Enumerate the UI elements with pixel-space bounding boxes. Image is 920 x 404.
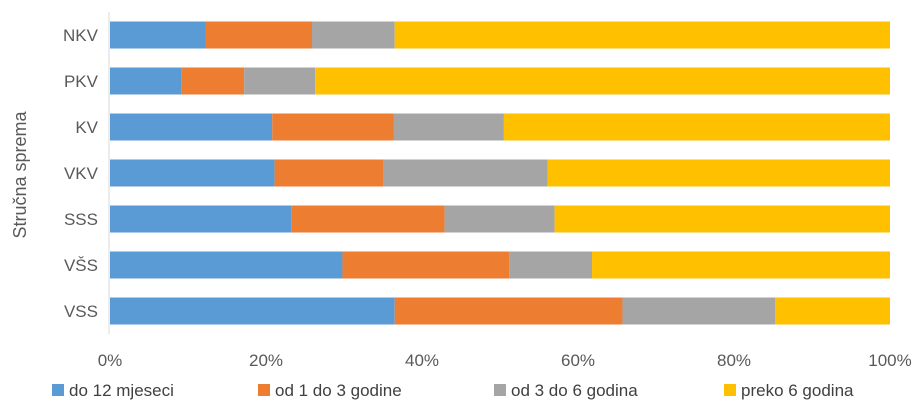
- bar-nkv-series-3: [312, 21, 395, 49]
- y-axis-title: Stručna sprema: [10, 110, 30, 238]
- legend-swatch: [258, 384, 270, 396]
- legend-swatch: [724, 384, 736, 396]
- category-label: PKV: [64, 72, 99, 91]
- bar-všs-series-2: [342, 251, 510, 279]
- bar-vkv-series-2: [274, 159, 384, 187]
- bars-layer: [110, 21, 890, 325]
- bar-nkv-series-2: [205, 21, 313, 49]
- bar-vss-series-4: [775, 297, 890, 325]
- x-tick-label: 20%: [249, 351, 283, 370]
- x-tick-label: 40%: [405, 351, 439, 370]
- x-tick-label: 100%: [868, 351, 911, 370]
- bar-pkv-series-2: [181, 67, 245, 95]
- bar-všs-series-4: [592, 251, 890, 279]
- bar-všs-series-3: [509, 251, 593, 279]
- category-label: VSS: [64, 302, 98, 321]
- bar-kv-series-1: [110, 113, 273, 141]
- bar-sss-series-1: [110, 205, 292, 233]
- x-tick-label: 80%: [717, 351, 751, 370]
- legend: do 12 mjeseci od 1 do 3 godine od 3 do 6 g…: [52, 381, 854, 400]
- bar-pkv-series-3: [244, 67, 316, 95]
- bar-pkv-series-1: [110, 67, 182, 95]
- bar-sss-series-4: [554, 205, 890, 233]
- bar-vss-series-1: [110, 297, 395, 325]
- bar-vkv-series-4: [547, 159, 890, 187]
- legend-label: preko 6 godina: [741, 381, 854, 400]
- bar-kv-series-4: [503, 113, 890, 141]
- category-label: KV: [75, 118, 98, 137]
- category-label: VKV: [64, 164, 99, 183]
- bar-vkv-series-3: [383, 159, 548, 187]
- bar-vkv-series-1: [110, 159, 275, 187]
- bar-kv-series-3: [393, 113, 504, 141]
- bar-sss-series-2: [291, 205, 445, 233]
- category-label: VŠS: [64, 256, 98, 275]
- category-label: NKV: [63, 26, 99, 45]
- x-tick-label: 0%: [98, 351, 123, 370]
- bar-všs-series-1: [110, 251, 343, 279]
- legend-label: od 3 do 6 godina: [511, 381, 638, 400]
- legend-label: od 1 do 3 godine: [275, 381, 402, 400]
- legend-swatch: [494, 384, 506, 396]
- x-tick-label: 60%: [561, 351, 595, 370]
- bar-nkv-series-4: [394, 21, 890, 49]
- bar-nkv-series-1: [110, 21, 206, 49]
- category-label: SSS: [64, 210, 98, 229]
- legend-label: do 12 mjeseci: [69, 381, 174, 400]
- legend-swatch: [52, 384, 64, 396]
- bar-vss-series-2: [394, 297, 623, 325]
- x-tick-labels: 0% 20% 40% 60% 80% 100%: [98, 351, 912, 370]
- category-labels: NKV PKV KV VKV SSS VŠS VSS: [63, 26, 99, 321]
- bar-pkv-series-4: [315, 67, 890, 95]
- bar-kv-series-2: [272, 113, 394, 141]
- bar-vss-series-3: [622, 297, 776, 325]
- bar-sss-series-3: [444, 205, 555, 233]
